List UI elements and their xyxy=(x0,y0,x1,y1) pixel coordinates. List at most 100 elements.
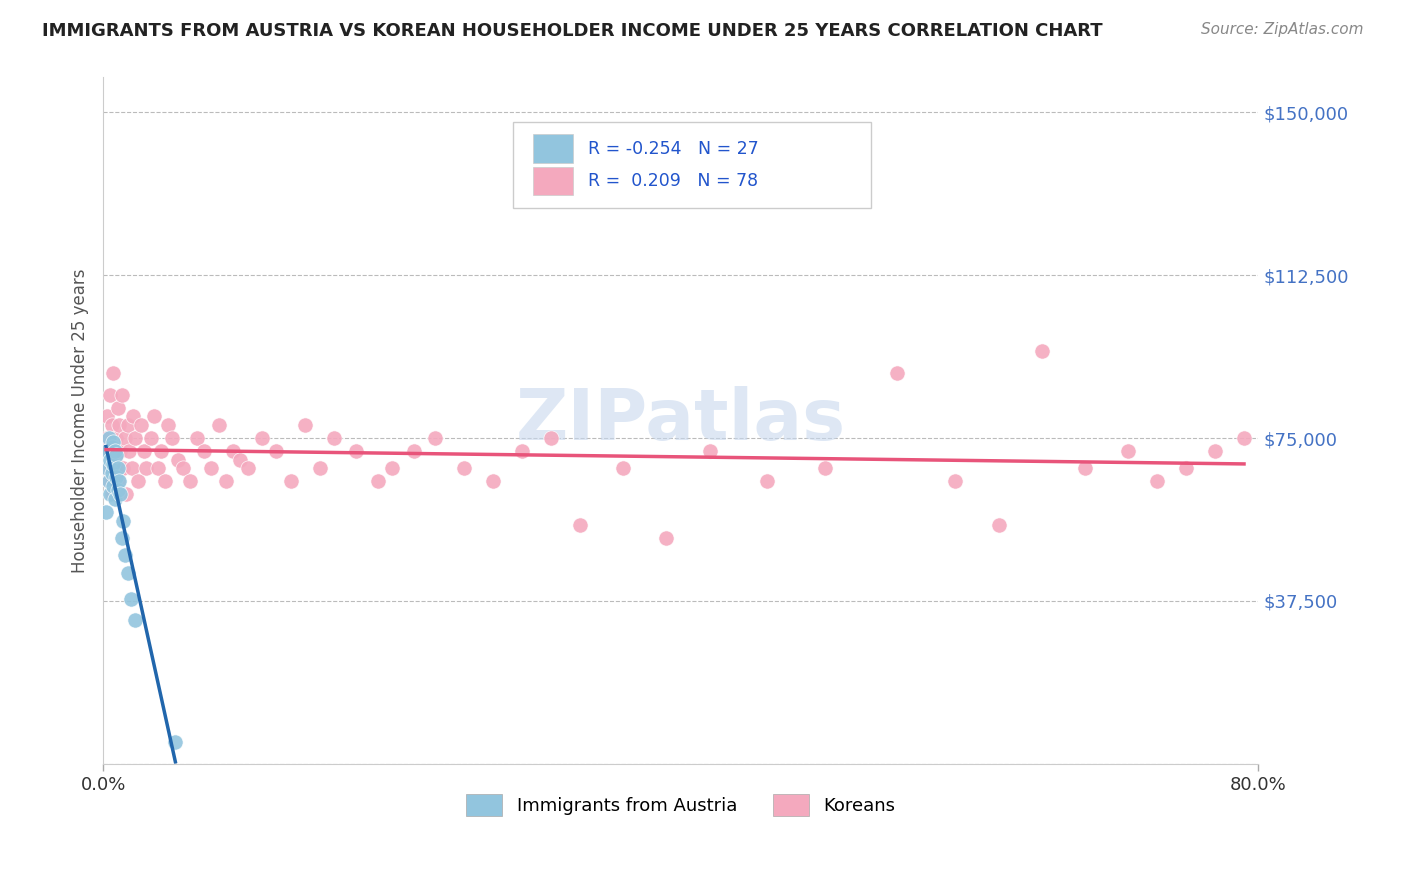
Point xyxy=(208,417,231,432)
Point xyxy=(1031,344,1053,359)
Point xyxy=(179,475,201,489)
Point xyxy=(425,431,447,445)
Point xyxy=(94,505,117,519)
FancyBboxPatch shape xyxy=(513,122,872,208)
Point xyxy=(112,514,135,528)
Point xyxy=(149,444,172,458)
Point xyxy=(103,366,125,380)
Point xyxy=(142,409,165,424)
Point xyxy=(98,487,121,501)
Point xyxy=(98,387,121,401)
Point xyxy=(280,475,302,489)
Point xyxy=(886,366,908,380)
Point xyxy=(612,461,634,475)
Point xyxy=(402,444,425,458)
Point xyxy=(105,449,128,463)
Point xyxy=(540,431,562,445)
Point xyxy=(186,431,208,445)
Point xyxy=(155,475,177,489)
Point xyxy=(107,401,129,415)
Point xyxy=(111,531,134,545)
Point xyxy=(114,549,136,563)
Point xyxy=(1233,431,1256,445)
Point xyxy=(135,461,157,475)
Point xyxy=(112,461,135,475)
Point xyxy=(105,431,128,445)
FancyBboxPatch shape xyxy=(533,135,574,163)
Point xyxy=(103,479,125,493)
Point xyxy=(943,475,966,489)
Point xyxy=(236,461,259,475)
Point xyxy=(97,475,120,489)
Point xyxy=(157,417,180,432)
Point xyxy=(1074,461,1097,475)
Text: ZIPatlas: ZIPatlas xyxy=(516,386,846,455)
Point xyxy=(108,475,131,489)
Point xyxy=(987,517,1010,532)
Point xyxy=(146,461,169,475)
Point xyxy=(117,417,139,432)
Point xyxy=(96,461,118,475)
Point xyxy=(129,417,152,432)
Point xyxy=(107,483,129,497)
Point xyxy=(165,735,187,749)
Point xyxy=(107,475,129,489)
Point xyxy=(96,444,118,458)
Point xyxy=(101,440,124,454)
Text: Source: ZipAtlas.com: Source: ZipAtlas.com xyxy=(1201,22,1364,37)
Text: IMMIGRANTS FROM AUSTRIA VS KOREAN HOUSEHOLDER INCOME UNDER 25 YEARS CORRELATION : IMMIGRANTS FROM AUSTRIA VS KOREAN HOUSEH… xyxy=(42,22,1102,40)
Point xyxy=(121,461,143,475)
Point xyxy=(117,566,139,580)
Point xyxy=(229,452,252,467)
Point xyxy=(98,452,121,467)
Point xyxy=(104,444,127,458)
Point xyxy=(756,475,779,489)
Point xyxy=(101,487,124,501)
Point xyxy=(167,452,190,467)
Point xyxy=(200,461,222,475)
Point xyxy=(96,409,118,424)
Point xyxy=(115,487,138,501)
Point xyxy=(110,444,132,458)
Point xyxy=(111,387,134,401)
Point xyxy=(568,517,591,532)
Point xyxy=(250,431,273,445)
Point xyxy=(1204,444,1226,458)
Point xyxy=(132,444,155,458)
Point xyxy=(104,461,127,475)
Point xyxy=(344,444,367,458)
Point xyxy=(97,431,120,445)
Point xyxy=(94,461,117,475)
Point xyxy=(114,431,136,445)
Point xyxy=(110,487,132,501)
Y-axis label: Householder Income Under 25 years: Householder Income Under 25 years xyxy=(72,268,89,573)
Point xyxy=(103,457,125,471)
Point xyxy=(101,417,124,432)
Text: R =  0.209   N = 78: R = 0.209 N = 78 xyxy=(588,172,758,190)
Point xyxy=(1118,444,1140,458)
Point xyxy=(699,444,721,458)
FancyBboxPatch shape xyxy=(533,167,574,195)
Point xyxy=(162,431,184,445)
Point xyxy=(1146,475,1168,489)
Point xyxy=(655,531,678,545)
Point xyxy=(266,444,288,458)
Point xyxy=(105,470,128,484)
Point xyxy=(118,444,141,458)
Point xyxy=(120,591,142,606)
Point xyxy=(122,409,145,424)
Point xyxy=(453,461,475,475)
Point xyxy=(127,475,149,489)
Point xyxy=(323,431,346,445)
Point xyxy=(215,475,238,489)
Point xyxy=(308,461,330,475)
Point xyxy=(172,461,194,475)
Point xyxy=(510,444,533,458)
Point xyxy=(96,431,118,445)
Point xyxy=(108,417,131,432)
Point xyxy=(124,614,146,628)
Point xyxy=(101,466,124,480)
Point xyxy=(482,475,505,489)
Point xyxy=(367,475,389,489)
Point xyxy=(104,491,127,506)
